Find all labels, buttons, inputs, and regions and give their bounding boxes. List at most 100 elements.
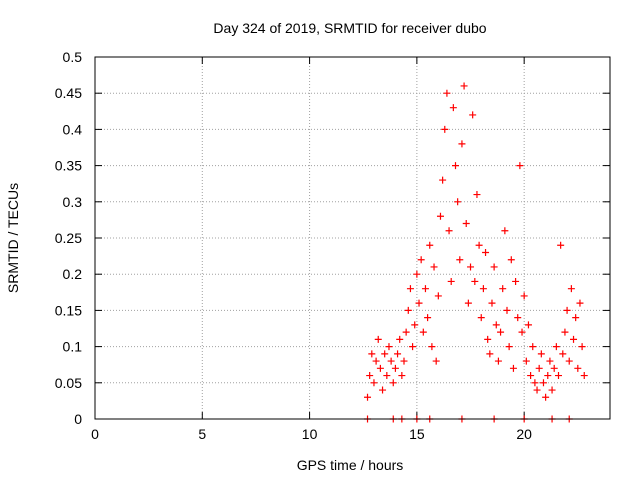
- data-point: [529, 343, 537, 351]
- data-point: [439, 176, 447, 184]
- data-point: [366, 372, 374, 380]
- data-point: [469, 111, 477, 119]
- data-point: [379, 386, 387, 394]
- data-point: [563, 306, 571, 314]
- data-point: [531, 379, 539, 387]
- data-point: [402, 328, 410, 336]
- data-point: [462, 220, 470, 228]
- data-point: [400, 357, 408, 365]
- data-point: [567, 285, 575, 293]
- data-point: [458, 140, 466, 148]
- data-point: [426, 241, 434, 249]
- data-point: [488, 299, 496, 307]
- data-point: [436, 212, 444, 220]
- y-tick-label: 0.45: [55, 85, 82, 101]
- data-point: [499, 285, 507, 293]
- data-point: [372, 357, 380, 365]
- data-point: [396, 335, 404, 343]
- data-point: [574, 364, 582, 372]
- y-tick-label: 0.15: [55, 302, 82, 318]
- data-point: [421, 285, 429, 293]
- data-point: [454, 198, 462, 206]
- x-tick-label: 15: [409, 426, 425, 442]
- data-point: [559, 350, 567, 358]
- data-point: [385, 343, 393, 351]
- data-point: [424, 314, 432, 322]
- data-point: [501, 227, 509, 235]
- data-point: [432, 357, 440, 365]
- data-point: [516, 162, 524, 170]
- data-point: [456, 256, 464, 264]
- data-point: [492, 321, 500, 329]
- data-point: [578, 343, 586, 351]
- data-point: [368, 350, 376, 358]
- data-point: [404, 306, 412, 314]
- data-point: [482, 248, 490, 256]
- data-point: [417, 256, 425, 264]
- data-point: [434, 292, 442, 300]
- y-tick-label: 0.25: [55, 230, 82, 246]
- data-point: [430, 263, 438, 271]
- data-point: [406, 285, 414, 293]
- data-point: [557, 241, 565, 249]
- y-tick-label: 0: [74, 411, 82, 427]
- y-tick-labels: 0 0.05 0.1 0.15 0.2 0.25 0.3 0.35 0.4 0.45 0.5: [55, 49, 82, 427]
- data-point: [441, 125, 449, 133]
- data-point: [570, 335, 578, 343]
- data-point: [413, 270, 421, 278]
- data-point: [445, 227, 453, 235]
- data-point: [494, 357, 502, 365]
- data-point: [370, 379, 378, 387]
- data-point: [524, 321, 532, 329]
- data-point: [546, 357, 554, 365]
- data-point: [542, 393, 550, 401]
- data-point: [398, 372, 406, 380]
- data-point: [576, 299, 584, 307]
- data-point: [544, 372, 552, 380]
- data-point: [387, 357, 395, 365]
- y-tick-label: 0.35: [55, 158, 82, 174]
- y-tick-label: 0.5: [63, 49, 83, 65]
- data-point: [460, 82, 468, 90]
- data-point: [520, 292, 528, 300]
- data-point: [464, 299, 472, 307]
- data-point: [471, 277, 479, 285]
- data-point: [555, 372, 562, 380]
- chart-title: Day 324 of 2019, SRMTID for receiver dub…: [213, 20, 486, 36]
- data-point: [389, 379, 397, 387]
- x-tick-label: 5: [198, 426, 206, 442]
- x-tick-label: 20: [516, 426, 532, 442]
- data-point: [552, 343, 560, 351]
- y-tick-label: 0.1: [63, 339, 83, 355]
- data-point: [548, 386, 556, 394]
- data-point: [484, 335, 492, 343]
- data-point: [381, 350, 389, 358]
- data-point: [364, 393, 372, 401]
- data-point: [428, 343, 436, 351]
- data-point: [535, 364, 543, 372]
- data-point: [518, 328, 526, 336]
- data-point: [550, 364, 558, 372]
- data-point: [475, 241, 483, 249]
- x-tick-labels: 0 5 10 15 20: [91, 426, 532, 442]
- data-point: [411, 321, 419, 329]
- data-point: [376, 364, 384, 372]
- y-axis-label: SRMTID / TECUs: [5, 183, 21, 293]
- data-point: [490, 263, 498, 271]
- data-point: [383, 372, 391, 380]
- data-point: [447, 277, 455, 285]
- data-point: [522, 357, 530, 365]
- data-point: [473, 191, 481, 199]
- data-point: [527, 372, 535, 380]
- data-point: [509, 364, 517, 372]
- data-point: [512, 277, 520, 285]
- y-tick-label: 0.05: [55, 375, 82, 391]
- data-point: [409, 343, 417, 351]
- data-point: [580, 372, 588, 380]
- data-point: [391, 364, 399, 372]
- y-tick-label: 0.4: [63, 121, 83, 137]
- data-point: [514, 314, 522, 322]
- data-point: [443, 89, 451, 97]
